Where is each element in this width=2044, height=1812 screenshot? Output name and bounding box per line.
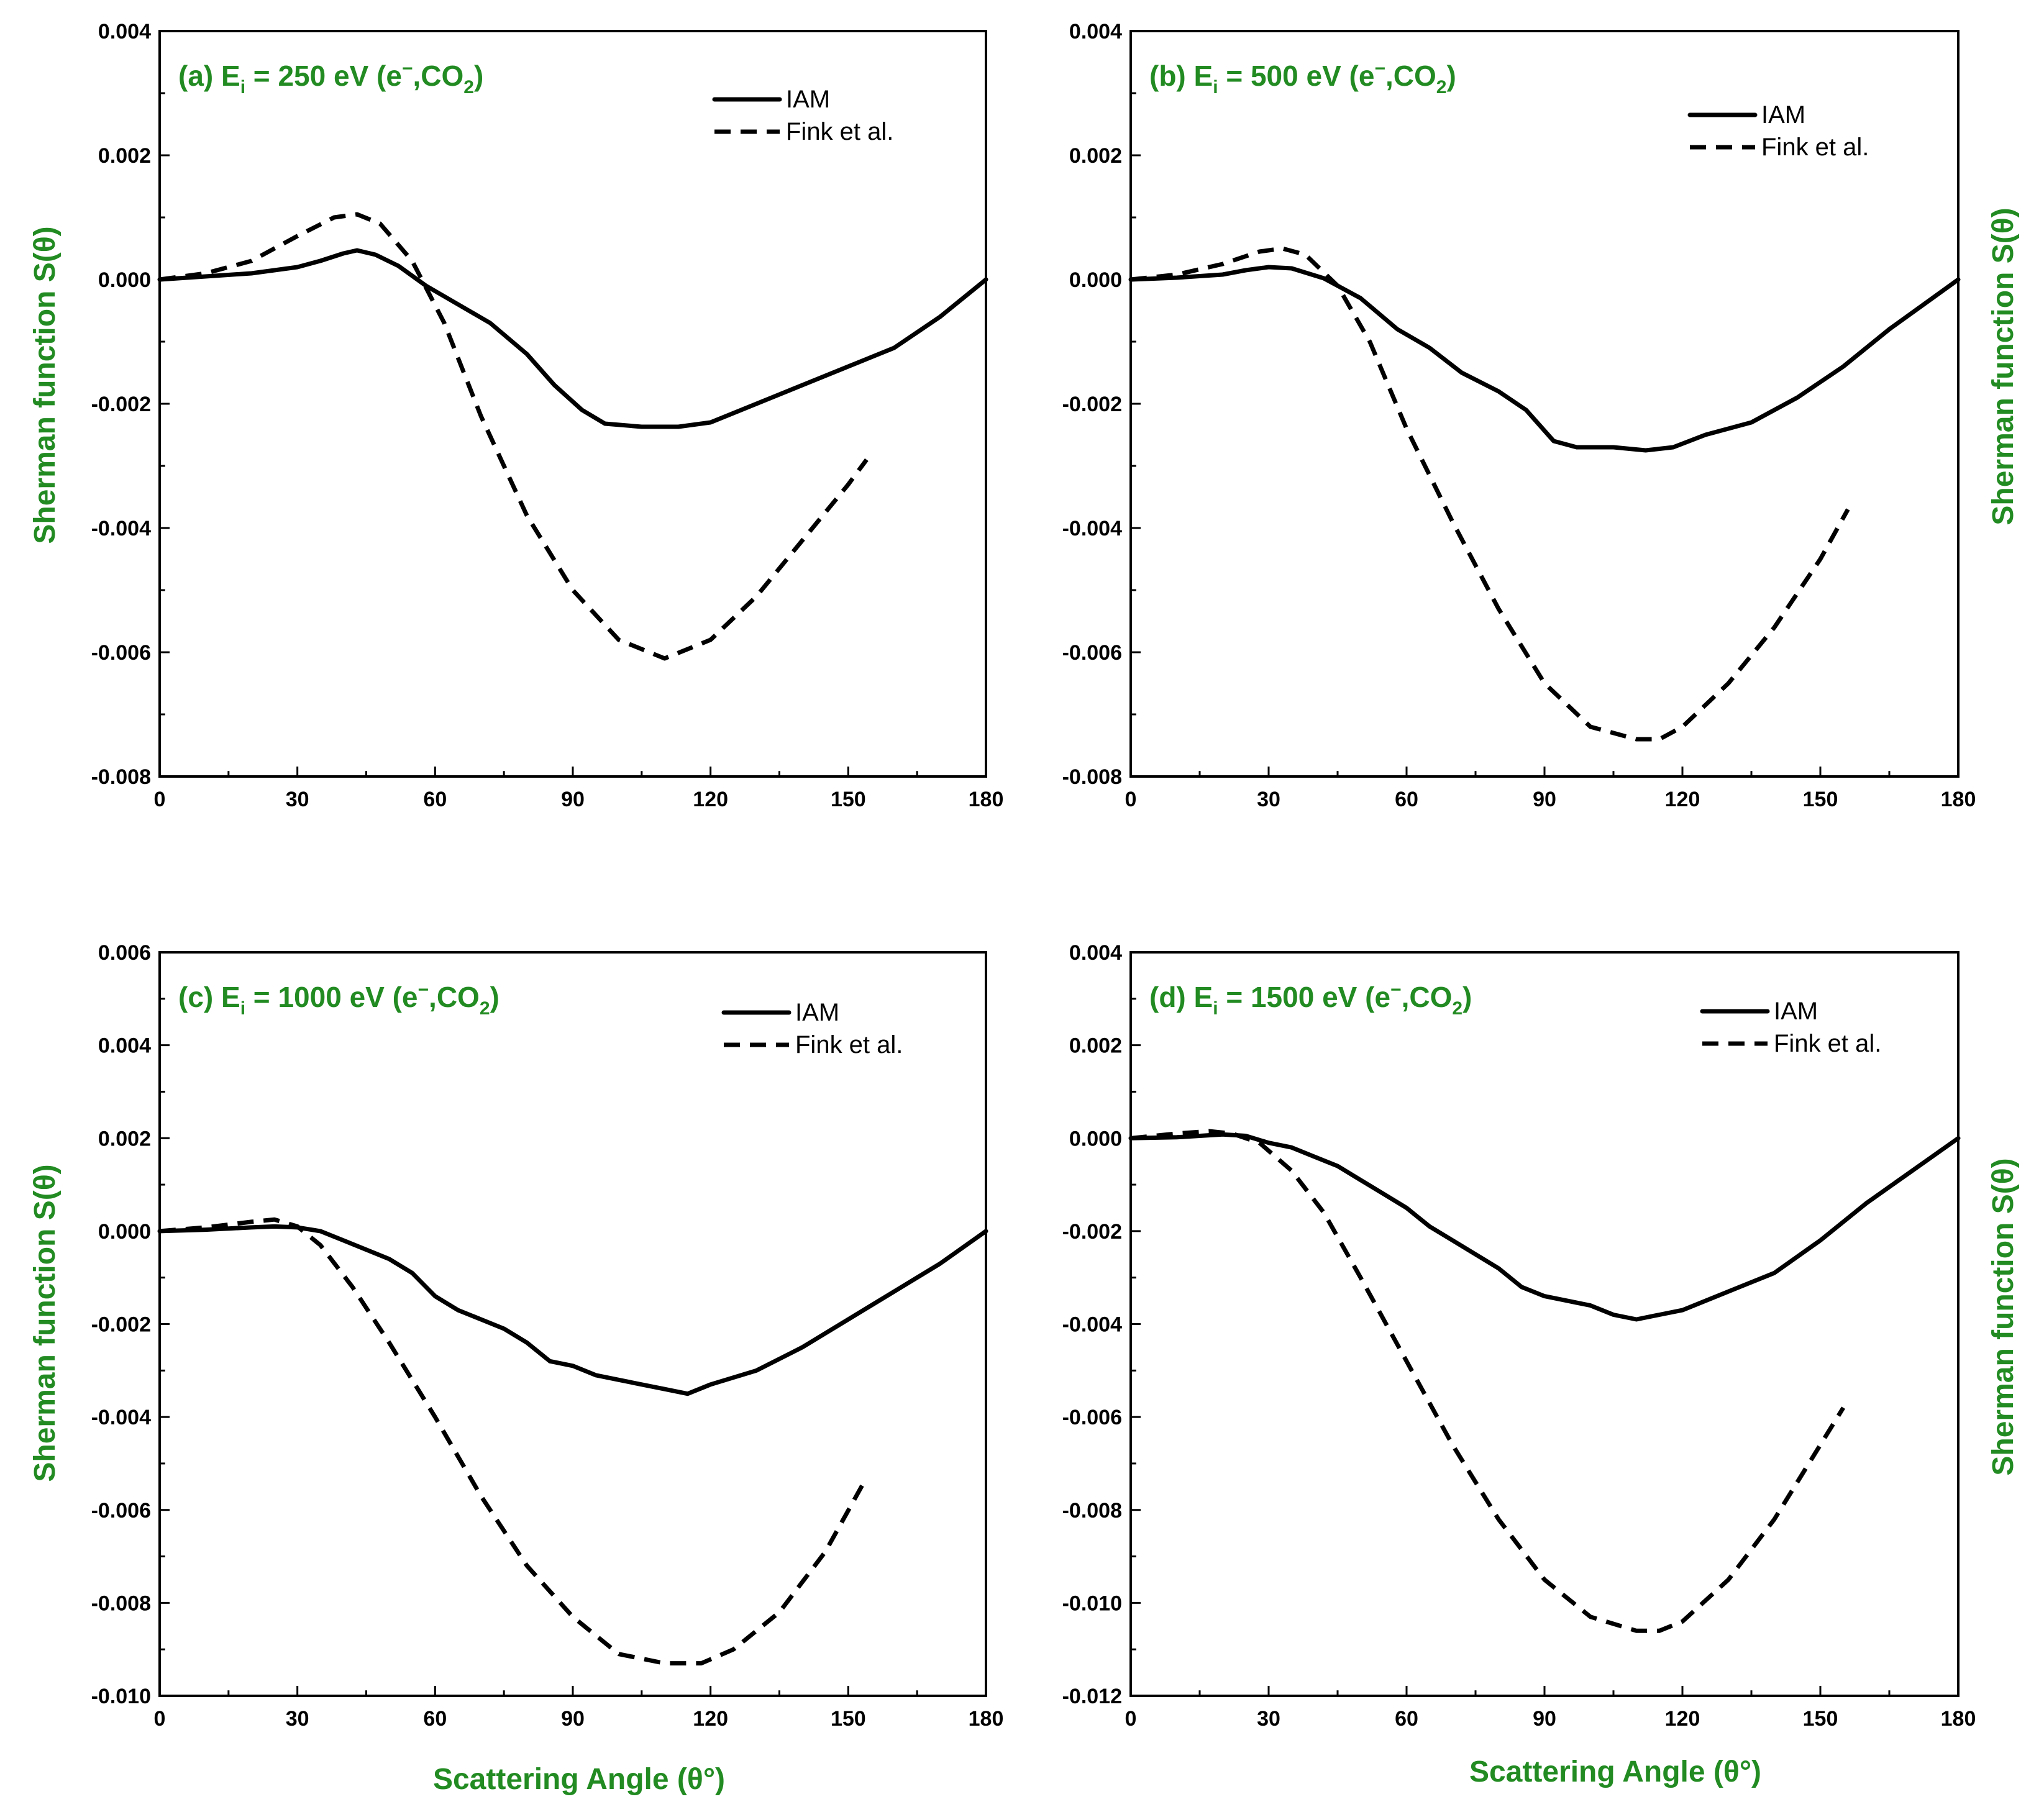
legend-entry: IAM: [795, 999, 839, 1026]
y-tick-label: -0.010: [1062, 1591, 1122, 1615]
x-axis-title-left: Scattering Angle (θ°): [433, 1763, 725, 1796]
y-tick-label: -0.008: [1062, 1499, 1122, 1523]
panel-c: 0 30 60 90 120 150 180 -0.010 -0.008 -0.006 -0.004…: [91, 941, 1004, 1731]
plot-frame-d: [1129, 951, 1960, 1697]
panel-b: 0 30 60 90 120 150 180 -0.008 -0.006 -0.004 -0.002…: [1062, 20, 1976, 811]
series-line-iam: [1128, 1132, 1961, 1322]
legend-entry: Fink et al.: [1761, 134, 1869, 161]
x-tick-label: 90: [1533, 1707, 1556, 1731]
series-line-fink: [159, 212, 869, 661]
x-tick-label: 120: [693, 788, 728, 811]
series-line-fink: [1130, 246, 1850, 742]
x-tick-label: 30: [286, 1707, 309, 1731]
series-line-iam: [157, 248, 988, 429]
x-tick-label: 60: [1395, 788, 1418, 811]
y-tick-label: 0.002: [98, 1127, 151, 1150]
x-tick-label: 120: [693, 1707, 728, 1731]
x-tick-label: 150: [831, 788, 866, 811]
series-line-fink: [159, 1217, 869, 1666]
x-axis-title-right: Scattering Angle (θ°): [1469, 1755, 1761, 1788]
series-line-iam: [1128, 265, 1961, 453]
x-tick-label: 150: [1803, 1707, 1838, 1731]
panel-label-a: (a) Ei = 250 eV (e−,CO2): [178, 58, 483, 98]
x-tick-label: 60: [1395, 1707, 1418, 1731]
x-tick-label: 180: [1941, 1707, 1976, 1731]
y-axis-title-left-top: Sherman function S(θ): [29, 226, 62, 544]
y-tick-label: 0.004: [98, 1034, 151, 1058]
y-tick-label: -0.002: [1062, 393, 1122, 416]
x-tick-label: 30: [1257, 1707, 1280, 1731]
legend-entry: Fink et al.: [795, 1031, 903, 1059]
y-tick-label: 0.000: [1069, 268, 1122, 292]
x-tick-label: 0: [154, 1707, 166, 1731]
legend-entry: Fink et al.: [786, 118, 893, 145]
y-tick-label: -0.002: [91, 1313, 151, 1337]
x-tick-label: 180: [969, 788, 1004, 811]
panel-a: 0 30 60 90 120 150 180 -0.008 -0.006 -0.004 -0.002…: [91, 20, 1004, 811]
panel-label-c: (c) Ei = 1000 eV (e−,CO2): [178, 980, 500, 1019]
series-line-fink: [1130, 1129, 1845, 1633]
y-tick-label: 0.004: [1069, 941, 1122, 965]
legend-entry: IAM: [1761, 101, 1805, 129]
x-tick-label: 0: [1125, 788, 1137, 811]
y-tick-label: 0.002: [1069, 144, 1122, 168]
panel-label-d: (d) Ei = 1500 eV (e−,CO2): [1149, 980, 1472, 1019]
x-tick-label: 60: [423, 788, 447, 811]
y-tick-label: -0.002: [91, 393, 151, 416]
y-tick-label: 0.000: [1069, 1127, 1122, 1150]
x-tick-label: 180: [969, 1707, 1004, 1731]
x-tick-label: 150: [1803, 788, 1838, 811]
panel-label-b: (b) Ei = 500 eV (e−,CO2): [1149, 58, 1456, 98]
y-tick-label: 0.006: [98, 941, 151, 965]
legend-b: IAM Fink et al.: [1687, 101, 1869, 161]
y-tick-label: -0.004: [91, 1406, 151, 1429]
y-tick-label: 0.004: [1069, 20, 1122, 43]
y-tick-label: -0.012: [1062, 1685, 1122, 1708]
y-tick-label: -0.006: [1062, 1406, 1122, 1429]
legend-d: IAM Fink et al.: [1700, 998, 1881, 1057]
y-tick-label: 0.002: [1069, 1034, 1122, 1058]
y-tick-label: 0.000: [98, 1220, 151, 1244]
y-tick-label: -0.004: [1062, 1313, 1122, 1337]
y-tick-label: -0.002: [1062, 1220, 1122, 1244]
y-tick-label: -0.004: [1062, 517, 1122, 540]
y-axis-title-left-bottom: Sherman function S(θ): [29, 1164, 62, 1482]
x-tick-label: 30: [1257, 788, 1280, 811]
legend-c: IAM Fink et al.: [721, 999, 903, 1059]
y-tick-label: 0.002: [98, 144, 151, 168]
y-tick-label: -0.010: [91, 1685, 151, 1708]
x-tick-label: 150: [831, 1707, 866, 1731]
panel-d: 0 30 60 90 120 150 180 -0.012 -0.010 -0.008 -0.006…: [1062, 941, 1976, 1731]
y-tick-label: -0.006: [1062, 641, 1122, 665]
legend-entry: Fink et al.: [1774, 1030, 1881, 1057]
y-tick-label: -0.008: [91, 1591, 151, 1615]
x-tick-label: 180: [1941, 788, 1976, 811]
legend-entry: IAM: [1774, 998, 1818, 1025]
legend-a: IAM Fink et al.: [712, 86, 893, 145]
x-tick-label: 0: [1125, 1707, 1137, 1731]
x-tick-label: 30: [286, 788, 309, 811]
x-tick-label: 60: [423, 1707, 447, 1731]
x-tick-label: 90: [561, 1707, 585, 1731]
y-tick-label: 0.000: [98, 268, 151, 292]
y-tick-label: -0.006: [91, 1499, 151, 1523]
plot-frame-c: [158, 951, 987, 1697]
x-tick-label: 120: [1665, 1707, 1700, 1731]
x-tick-label: 90: [1533, 788, 1556, 811]
y-tick-label: -0.008: [91, 765, 151, 789]
panels: 0 30 60 90 120 150 180 -0.008 -0.006 -0.004 -0.002…: [91, 20, 1976, 1731]
x-tick-label: 90: [561, 788, 585, 811]
y-tick-label: -0.004: [91, 517, 151, 540]
y-tick-label: -0.006: [91, 641, 151, 665]
series-line-iam: [157, 1224, 988, 1396]
x-tick-label: 0: [154, 788, 166, 811]
y-tick-label: 0.004: [98, 20, 151, 43]
legend-entry: IAM: [786, 86, 830, 113]
y-tick-label: -0.008: [1062, 765, 1122, 789]
x-tick-label: 120: [1665, 788, 1700, 811]
y-axis-title-right-bottom: Sherman function S(θ): [1987, 1158, 2020, 1475]
y-axis-title-right-top: Sherman function S(θ): [1987, 207, 2020, 525]
